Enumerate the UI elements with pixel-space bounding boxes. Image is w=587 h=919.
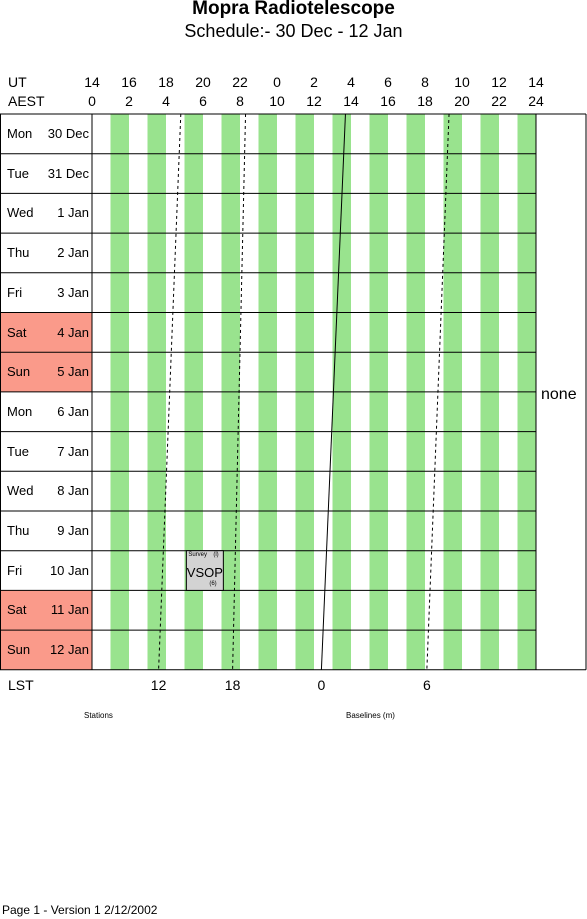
block-corner-top: (l) (213, 551, 219, 558)
page-title: Mopra Radiotelescope (192, 0, 395, 19)
ut-tick-label: 14 (84, 74, 100, 90)
day-weekday: Fri (7, 562, 23, 578)
day-date: 11 Jan (50, 602, 89, 618)
ut-tick-label: 20 (195, 74, 211, 90)
day-date: 7 Jan (57, 443, 89, 459)
aest-tick-label: 12 (306, 93, 322, 109)
lst-line-dashed (232, 113, 247, 670)
lst-tick-label: 6 (422, 677, 431, 693)
ut-tick-label: 8 (421, 74, 429, 90)
day-weekday: Sat (7, 324, 27, 340)
day-weekday: Mon (7, 126, 33, 141)
aest-tick-label: 24 (528, 93, 544, 109)
ut-tick-label: 18 (158, 74, 174, 90)
ut-tick-label: 12 (491, 74, 507, 90)
lst-tick-label: 0 (317, 677, 326, 693)
weekend-cell (0, 630, 92, 670)
day-date: 30 Dec (47, 126, 89, 141)
lst-tick-label: 12 (150, 677, 167, 693)
day-weekday: Thu (7, 523, 30, 538)
day-weekday: Sun (7, 364, 31, 380)
block-corner-bottom: (6) (209, 580, 217, 587)
weekend-cell (0, 352, 92, 392)
weekend-cell (0, 590, 92, 631)
stations-label: Stations (84, 711, 113, 720)
day-weekday: Sat (7, 602, 27, 618)
ut-tick-label: 0 (273, 74, 281, 90)
day-weekday: Tue (7, 443, 29, 459)
day-date: 8 Jan (57, 483, 89, 499)
day-date: 1 Jan (57, 205, 89, 221)
aest-tick-label: 2 (125, 93, 133, 109)
ut-tick-label: 16 (121, 74, 137, 90)
aest-tick-label: 14 (343, 93, 359, 109)
day-date: 6 Jan (57, 403, 89, 419)
day-weekday: Wed (7, 483, 34, 499)
lst-axis-label: LST (8, 677, 34, 693)
day-date: 10 Jan (49, 562, 89, 578)
ut-tick-label: 10 (454, 74, 470, 90)
block-title: VSOP (186, 564, 223, 580)
lst-line-dashed (158, 113, 182, 670)
day-date: 31 Dec (47, 165, 89, 181)
day-date: 9 Jan (57, 523, 89, 538)
aest-tick-label: 20 (454, 93, 470, 109)
footer-version: Page 1 - Version 1 2/12/2002 (2, 903, 158, 917)
lst-tick-label: 18 (224, 677, 241, 693)
lst-line-dashed (426, 113, 450, 670)
lst-line-solid (320, 113, 346, 670)
ut-tick-label: 4 (347, 74, 355, 90)
aest-tick-label: 16 (380, 93, 396, 109)
ut-tick-label: 22 (232, 74, 248, 90)
day-weekday: Tue (7, 165, 29, 181)
aest-tick-label: 22 (491, 93, 507, 109)
ut-tick-label: 14 (528, 74, 544, 90)
aest-tick-label: 8 (236, 93, 244, 109)
day-date: 2 Jan (57, 245, 89, 261)
day-weekday: Thu (7, 245, 30, 261)
ut-axis-label: UT (8, 74, 27, 90)
day-date: 5 Jan (57, 364, 89, 380)
day-weekday: Sun (7, 642, 31, 658)
day-date: 4 Jan (57, 324, 89, 340)
block-tag: Survey (188, 551, 208, 558)
aest-tick-label: 18 (417, 93, 433, 109)
day-weekday: Fri (7, 284, 23, 300)
aest-tick-label: 10 (269, 93, 285, 109)
day-weekday: Wed (7, 205, 34, 221)
day-weekday: Mon (7, 403, 33, 419)
ut-tick-label: 2 (310, 74, 318, 90)
aest-axis-label: AEST (8, 93, 45, 109)
aest-tick-label: 0 (88, 93, 96, 109)
aest-tick-label: 4 (162, 93, 170, 109)
baselines-label: Baselines (m) (346, 711, 395, 720)
side-label-none: none (541, 386, 577, 403)
day-date: 3 Jan (57, 284, 89, 300)
schedule-block (185, 550, 224, 591)
weekend-cell (0, 312, 92, 353)
ut-tick-label: 6 (384, 74, 392, 90)
page-subtitle: Schedule:- 30 Dec - 12 Jan (184, 21, 403, 41)
aest-tick-label: 6 (199, 93, 207, 109)
day-date: 12 Jan (49, 642, 89, 658)
